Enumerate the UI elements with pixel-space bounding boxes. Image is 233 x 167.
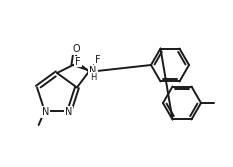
Text: F: F [75, 56, 81, 66]
Text: F: F [95, 54, 101, 64]
Text: H: H [90, 72, 96, 81]
Text: N: N [65, 107, 72, 117]
Text: O: O [72, 44, 80, 54]
Text: N: N [42, 107, 49, 117]
Text: N: N [89, 66, 97, 76]
